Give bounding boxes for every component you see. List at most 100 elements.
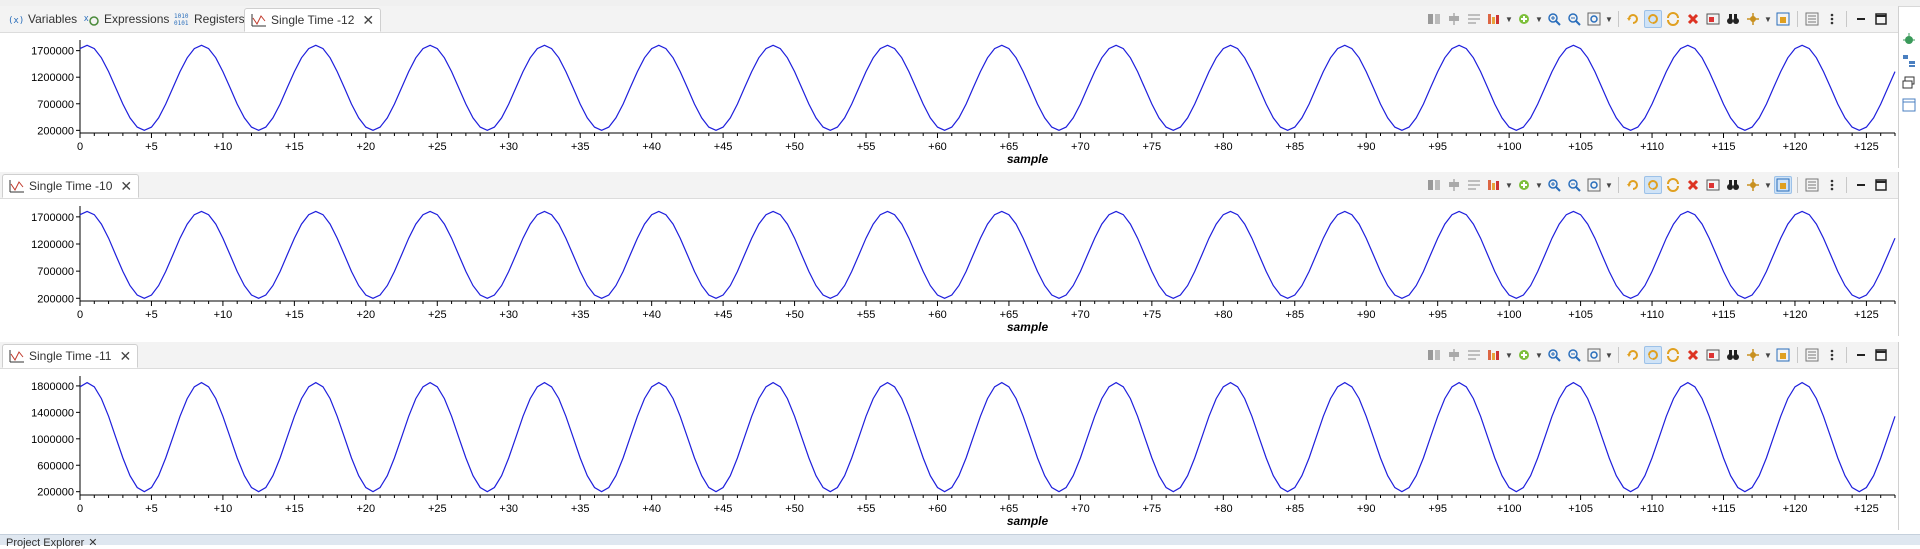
sync-icon[interactable] xyxy=(1664,176,1682,194)
binoculars-icon[interactable] xyxy=(1724,176,1742,194)
view-menu-icon[interactable] xyxy=(1823,176,1841,194)
restore-icon[interactable] xyxy=(1900,74,1918,92)
binoculars-icon[interactable] xyxy=(1724,10,1742,28)
stats-icon[interactable] xyxy=(1485,346,1503,364)
layout-icon[interactable] xyxy=(1425,176,1443,194)
view-menu-icon[interactable] xyxy=(1823,10,1841,28)
tab-expressions[interactable]: x Expressions xyxy=(78,8,175,30)
binoculars-icon[interactable] xyxy=(1724,346,1742,364)
export-icon[interactable] xyxy=(1704,346,1722,364)
freeze-icon[interactable] xyxy=(1774,346,1792,364)
refresh-icon[interactable] xyxy=(1624,346,1642,364)
refresh-icon[interactable] xyxy=(1624,10,1642,28)
settings-icon[interactable] xyxy=(1744,176,1762,194)
chevron-down-icon[interactable]: ▼ xyxy=(1505,14,1513,24)
x-tick-label: +65 xyxy=(1000,141,1019,153)
close-icon[interactable]: ✕ xyxy=(119,347,132,364)
add-icon[interactable] xyxy=(1515,176,1533,194)
x-tick-label: +10 xyxy=(214,141,233,153)
close-icon[interactable]: ✕ xyxy=(120,177,133,194)
graph-icon xyxy=(9,178,25,194)
properties-icon[interactable] xyxy=(1803,346,1821,364)
chevron-down-icon[interactable]: ▼ xyxy=(1764,180,1772,190)
outline-icon[interactable] xyxy=(1900,52,1918,70)
zoom-in-icon[interactable] xyxy=(1545,176,1563,194)
x-tick-label: +120 xyxy=(1783,309,1808,321)
layout-icon[interactable] xyxy=(1425,346,1443,364)
chevron-down-icon[interactable]: ▼ xyxy=(1535,180,1543,190)
x-tick-label: 0 xyxy=(77,503,83,515)
tab-variables[interactable]: (x)= Variables xyxy=(2,8,83,30)
export-icon[interactable] xyxy=(1704,176,1722,194)
axis-icon[interactable] xyxy=(1465,346,1483,364)
continuous-refresh-icon[interactable] xyxy=(1644,10,1662,28)
chevron-down-icon[interactable]: ▼ xyxy=(1535,14,1543,24)
settings-icon[interactable] xyxy=(1744,346,1762,364)
y-tick-label: 1800000 xyxy=(31,381,74,393)
sync-icon[interactable] xyxy=(1664,346,1682,364)
align-icon[interactable] xyxy=(1445,10,1463,28)
panel-icon[interactable] xyxy=(1900,96,1918,114)
tab-project-explorer[interactable]: Project Explorer ✕ xyxy=(6,536,97,549)
x-tick-label: +40 xyxy=(642,503,661,515)
minimize-icon[interactable] xyxy=(1852,10,1870,28)
continuous-refresh-icon[interactable] xyxy=(1644,176,1662,194)
sync-icon[interactable] xyxy=(1664,10,1682,28)
maximize-icon[interactable] xyxy=(1872,10,1890,28)
close-icon[interactable]: ✕ xyxy=(362,11,375,28)
tab-single-time-10[interactable]: Single Time -10 ✕ xyxy=(2,174,140,198)
add-icon[interactable] xyxy=(1515,346,1533,364)
layout-icon[interactable] xyxy=(1425,10,1443,28)
properties-icon[interactable] xyxy=(1803,176,1821,194)
stats-icon[interactable] xyxy=(1485,176,1503,194)
zoom-fit-icon[interactable] xyxy=(1585,346,1603,364)
minimize-icon[interactable] xyxy=(1852,176,1870,194)
zoom-out-icon[interactable] xyxy=(1565,10,1583,28)
minimize-icon[interactable] xyxy=(1852,346,1870,364)
refresh-icon[interactable] xyxy=(1624,176,1642,194)
remove-icon[interactable] xyxy=(1684,176,1702,194)
graph-panel-2: Single Time -10 ✕ ▼ ▼ ▼ ▼ 200000 700000 12000… xyxy=(0,172,1899,336)
stats-icon[interactable] xyxy=(1485,10,1503,28)
chevron-down-icon[interactable]: ▼ xyxy=(1605,180,1613,190)
remove-icon[interactable] xyxy=(1684,10,1702,28)
chevron-down-icon[interactable]: ▼ xyxy=(1605,14,1613,24)
x-tick-label: +5 xyxy=(145,503,158,515)
zoom-fit-icon[interactable] xyxy=(1585,176,1603,194)
chevron-down-icon[interactable]: ▼ xyxy=(1605,350,1613,360)
properties-icon[interactable] xyxy=(1803,10,1821,28)
tab-registers[interactable]: 1010 0101 Registers xyxy=(168,8,251,30)
y-tick-label: 1700000 xyxy=(31,46,74,58)
export-icon[interactable] xyxy=(1704,10,1722,28)
x-tick-label: +10 xyxy=(214,309,233,321)
chevron-down-icon[interactable]: ▼ xyxy=(1535,350,1543,360)
axis-icon[interactable] xyxy=(1465,10,1483,28)
remove-icon[interactable] xyxy=(1684,346,1702,364)
close-icon[interactable]: ✕ xyxy=(88,537,98,549)
chevron-down-icon[interactable]: ▼ xyxy=(1505,180,1513,190)
y-tick-label: 700000 xyxy=(37,99,74,111)
maximize-icon[interactable] xyxy=(1872,346,1890,364)
align-icon[interactable] xyxy=(1445,346,1463,364)
debug-icon[interactable] xyxy=(1900,30,1918,48)
zoom-fit-icon[interactable] xyxy=(1585,10,1603,28)
continuous-refresh-icon[interactable] xyxy=(1644,346,1662,364)
zoom-out-icon[interactable] xyxy=(1565,176,1583,194)
tab-single-time-11[interactable]: Single Time -11 ✕ xyxy=(2,344,139,368)
chevron-down-icon[interactable]: ▼ xyxy=(1764,350,1772,360)
zoom-in-icon[interactable] xyxy=(1545,346,1563,364)
zoom-in-icon[interactable] xyxy=(1545,10,1563,28)
chevron-down-icon[interactable]: ▼ xyxy=(1505,350,1513,360)
tab-single-time-12[interactable]: Single Time -12 ✕ xyxy=(244,8,382,32)
chevron-down-icon[interactable]: ▼ xyxy=(1764,14,1772,24)
axis-icon[interactable] xyxy=(1465,176,1483,194)
view-menu-icon[interactable] xyxy=(1823,346,1841,364)
zoom-out-icon[interactable] xyxy=(1565,346,1583,364)
freeze-icon[interactable] xyxy=(1774,176,1792,194)
toolbar-separator xyxy=(1797,347,1798,363)
freeze-icon[interactable] xyxy=(1774,10,1792,28)
add-icon[interactable] xyxy=(1515,10,1533,28)
settings-icon[interactable] xyxy=(1744,10,1762,28)
maximize-icon[interactable] xyxy=(1872,176,1890,194)
align-icon[interactable] xyxy=(1445,176,1463,194)
